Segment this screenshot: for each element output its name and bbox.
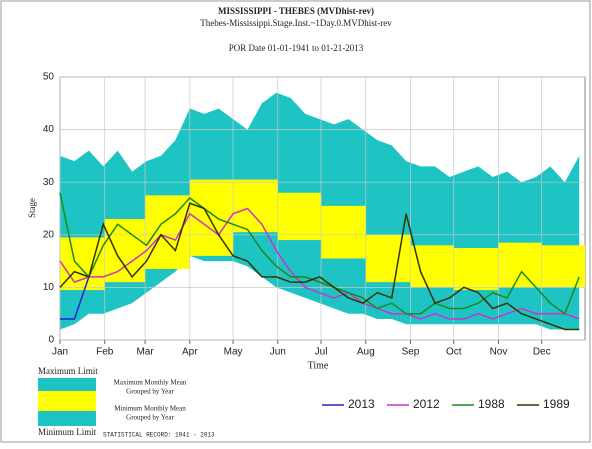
x-tick-label: May xyxy=(224,347,243,358)
x-tick-label: Jul xyxy=(315,347,328,358)
x-tick-label: Sep xyxy=(402,347,420,358)
y-tick-label: 40 xyxy=(43,124,55,135)
legend-max-mean: Maximum Monthly Mean xyxy=(114,379,187,387)
legend-max-mean: Grouped by Year xyxy=(126,388,174,396)
monthly-mean-box xyxy=(541,245,585,288)
series-line xyxy=(59,207,580,320)
monthly-mean-box xyxy=(145,195,190,269)
legend-mean-swatch xyxy=(38,391,96,411)
x-tick-label: Nov xyxy=(490,347,508,358)
legend-label: 2013 xyxy=(348,397,375,411)
monthly-mean-box xyxy=(104,219,146,283)
monthly-mean-box xyxy=(365,234,411,283)
por-label: POR Date 01-01-1941 to 01-21-2013 xyxy=(229,43,364,53)
x-tick-label: Jan xyxy=(52,347,68,358)
monthly-mean-box xyxy=(321,205,366,259)
legend-label: 1989 xyxy=(543,397,570,411)
series-line xyxy=(59,192,580,315)
y-tick-label: 20 xyxy=(43,229,55,240)
x-tick-label: Feb xyxy=(96,347,114,358)
y-tick-label: 50 xyxy=(43,72,55,83)
record-label: STATISTICAL RECORD: 1941 - 2013 xyxy=(103,432,215,439)
x-tick-label: Oct xyxy=(446,347,462,358)
x-tick-label: Dec xyxy=(533,347,551,358)
series-line xyxy=(60,276,90,320)
x-axis-label: Time xyxy=(308,360,329,371)
x-tick-label: Jun xyxy=(270,347,286,358)
monthly-mean-box xyxy=(233,179,278,233)
y-axis-label: Stage xyxy=(27,198,37,218)
x-tick-label: Mar xyxy=(136,347,154,358)
legend-label: 1988 xyxy=(478,397,505,411)
monthly-mean-box xyxy=(498,242,542,288)
legend-max-limit: Maximum Limit xyxy=(38,366,98,376)
monthly-mean-box xyxy=(453,247,499,291)
monthly-mean-box xyxy=(410,245,454,288)
x-tick-label: Apr xyxy=(182,347,198,358)
legend-min-limit: Minimum Limit xyxy=(38,427,97,437)
legend-min-mean: Grouped by Year xyxy=(126,414,174,422)
legend-min-mean: Minimum Monthly Mean xyxy=(114,405,186,413)
chart-subtitle: Thebes-Mississippi.Stage.Inst.~1Day.0.MV… xyxy=(200,18,392,28)
y-tick-label: 0 xyxy=(48,335,54,346)
x-tick-label: Aug xyxy=(357,347,375,358)
monthly-mean-box xyxy=(277,192,322,241)
monthly-mean-box xyxy=(189,179,234,256)
legend-label: 2012 xyxy=(413,397,440,411)
chart-title: MISSISSIPPI - THEBES (MVDhist-rev) xyxy=(218,6,374,16)
y-tick-label: 10 xyxy=(43,282,55,293)
y-tick-label: 30 xyxy=(43,177,55,188)
series-line xyxy=(59,202,580,331)
